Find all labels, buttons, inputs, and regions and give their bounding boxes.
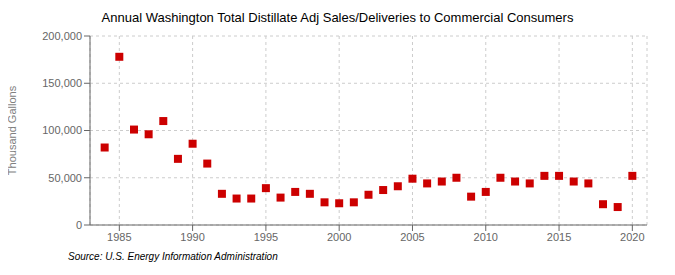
svg-text:2010: 2010	[474, 231, 498, 243]
svg-text:0: 0	[76, 219, 82, 231]
svg-text:50,000: 50,000	[48, 172, 82, 184]
svg-text:2005: 2005	[400, 231, 424, 243]
svg-text:100,000: 100,000	[42, 124, 82, 136]
svg-text:1985: 1985	[107, 231, 131, 243]
svg-text:2000: 2000	[327, 231, 351, 243]
svg-text:1995: 1995	[254, 231, 278, 243]
svg-text:2020: 2020	[620, 231, 644, 243]
html-text:Source: U.S. Energy Informatio: Source: U.S. Energy Information Administ…	[68, 251, 278, 262]
svg-text:Thousand Gallons: Thousand Gallons	[8, 85, 18, 175]
html-text:Annual Washington Total Distil: Annual Washington Total Distillate Adj S…	[101, 10, 574, 25]
svg-text:1990: 1990	[180, 231, 204, 243]
svg-text:2015: 2015	[547, 231, 571, 243]
svg-text:200,000: 200,000	[42, 30, 82, 42]
svg-text:150,000: 150,000	[42, 77, 82, 89]
